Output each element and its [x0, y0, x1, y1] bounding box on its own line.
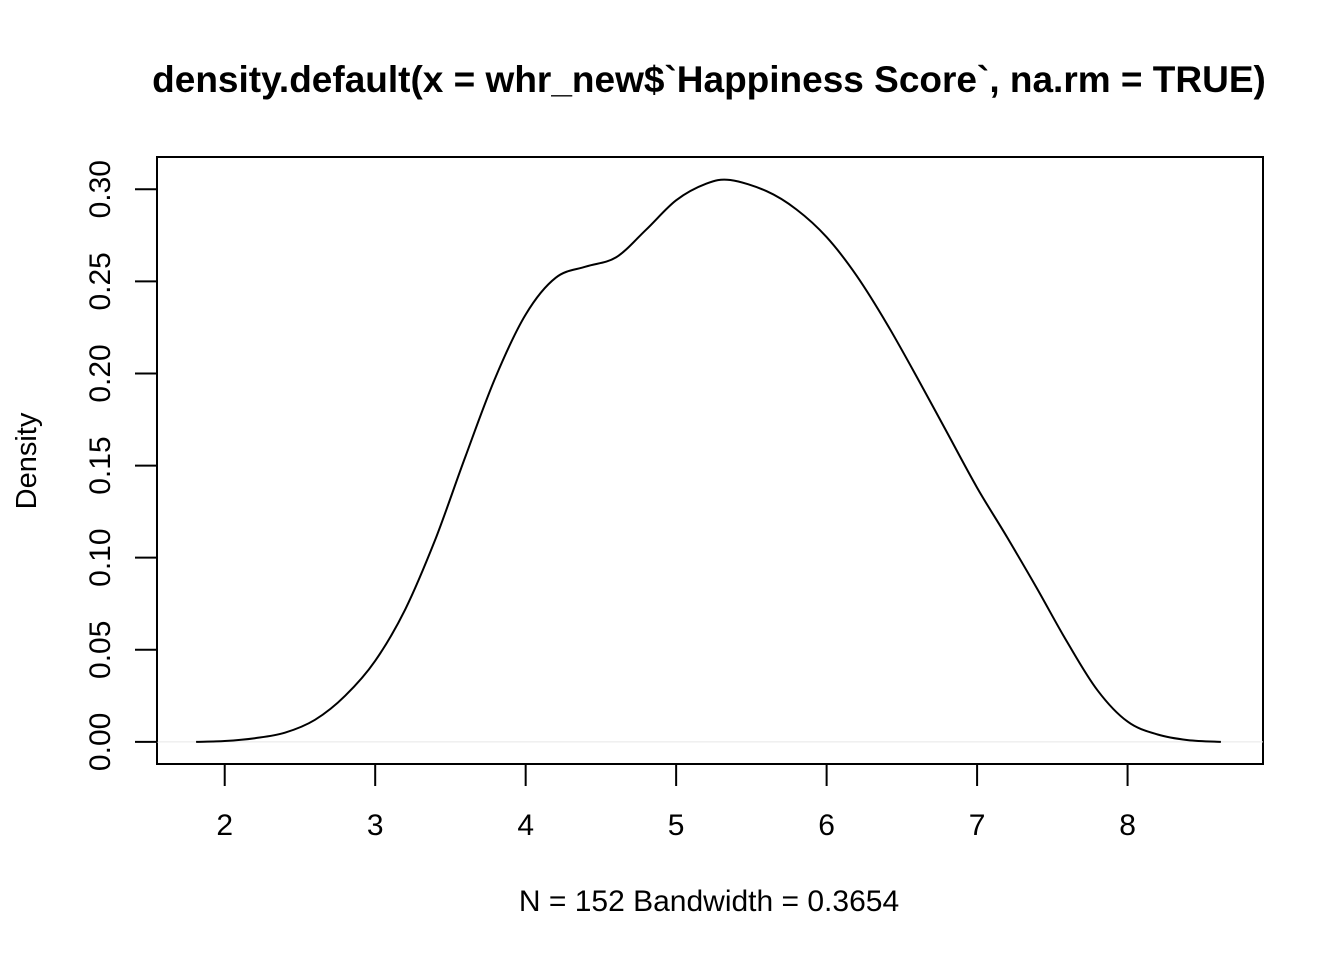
y-tick-label: 0.05 [84, 621, 117, 679]
x-tick-label: 8 [1119, 809, 1136, 842]
y-tick-label: 0.30 [84, 160, 117, 218]
x-tick-label: 7 [969, 809, 986, 842]
x-tick-label: 5 [668, 809, 685, 842]
plot-frame [156, 156, 1264, 765]
density-curve [196, 178, 1221, 743]
x-tick-label: 6 [818, 809, 835, 842]
x-tick-label: 3 [367, 809, 384, 842]
x-axis-label: N = 152 Bandwidth = 0.3654 [519, 885, 899, 918]
y-axis-label: Density [11, 412, 43, 509]
x-tick-label: 4 [517, 809, 534, 842]
chart-title: density.default(x = whr_new$`Happiness S… [152, 59, 1266, 100]
y-tick-label: 0.10 [84, 528, 117, 586]
y-tick-label: 0.20 [84, 344, 117, 402]
x-axis: 2 3 4 5 6 7 8 [216, 763, 1136, 842]
y-axis: 0.00 0.05 0.10 0.15 0.20 0.25 0.30 [84, 160, 158, 771]
x-tick-label: 2 [216, 809, 233, 842]
y-tick-label: 0.15 [84, 436, 117, 494]
y-tick-label: 0.25 [84, 252, 117, 310]
y-tick-label: 0.00 [84, 713, 117, 771]
